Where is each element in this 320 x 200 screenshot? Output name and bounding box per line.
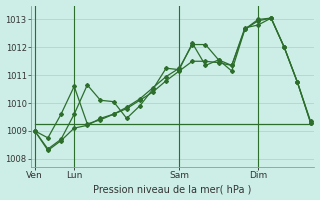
X-axis label: Pression niveau de la mer( hPa ): Pression niveau de la mer( hPa ): [93, 184, 252, 194]
